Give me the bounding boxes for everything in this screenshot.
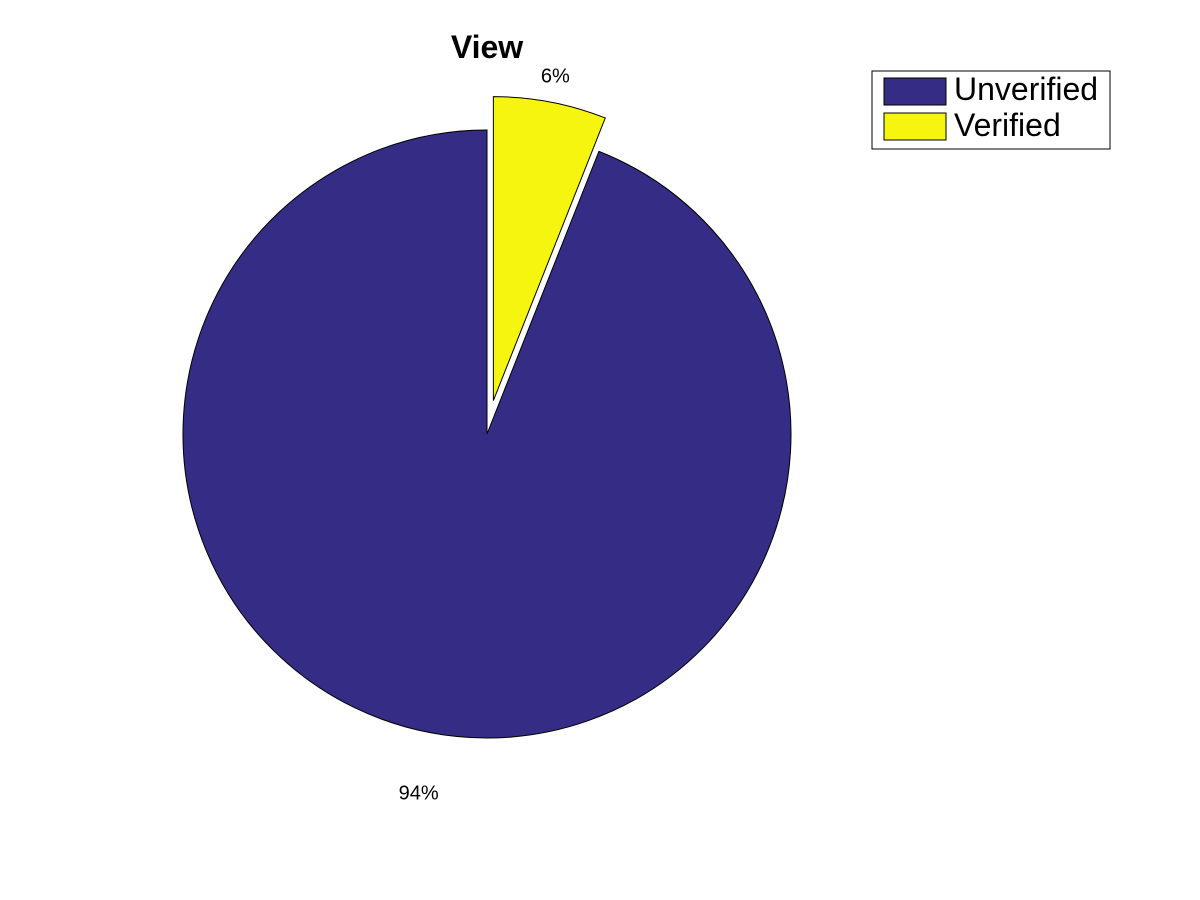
chart-title: View: [451, 29, 523, 65]
slice-label-unverified: 94%: [399, 782, 439, 804]
pie-slice-unverified: [182, 129, 792, 739]
pie-slice-labels: 6% 94%: [399, 66, 570, 805]
legend-label-unverified: Unverified: [954, 71, 1098, 107]
slice-label-verified: 6%: [541, 66, 570, 88]
pie-slice-verified: [492, 96, 606, 401]
legend-swatch-unverified: [883, 77, 947, 106]
legend: Unverified Verified: [871, 70, 1111, 150]
legend-swatch-verified: [883, 112, 947, 141]
pie-slices: [182, 96, 792, 739]
legend-label-verified: Verified: [954, 107, 1061, 143]
